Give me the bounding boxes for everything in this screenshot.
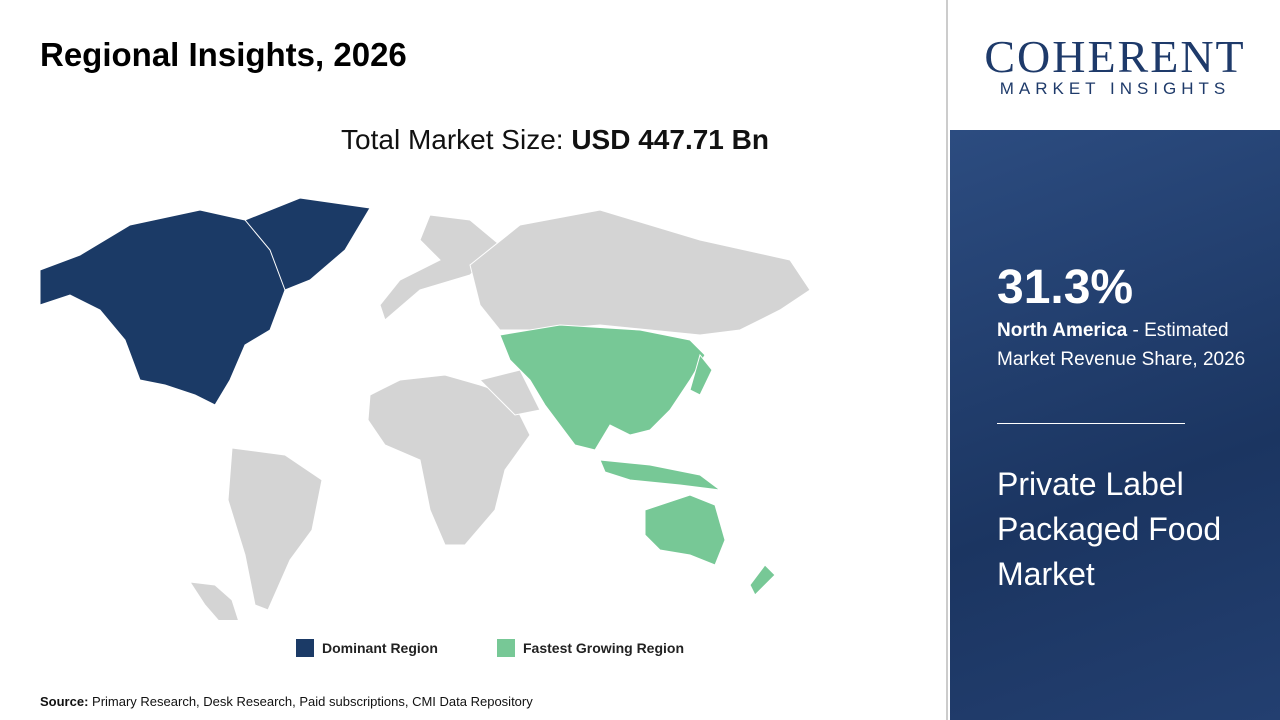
central-america [188, 581, 239, 620]
description: - Estimated Market Revenue Share, 2026 [997, 320, 1246, 370]
legend-label: Fastest Growing Region [523, 640, 685, 656]
australia [644, 494, 726, 566]
source-label: Source: [40, 694, 89, 709]
middle-east [479, 369, 541, 416]
logo-tagline: MARKET INSIGHTS [999, 79, 1231, 98]
legend-swatch [296, 639, 314, 657]
new-zealand [749, 564, 776, 596]
market-size-label: Total Market Size: [341, 124, 564, 155]
southeast-asia-islands [599, 459, 722, 491]
russia [469, 209, 811, 336]
other-regions [188, 209, 811, 620]
highlight-panel: 31.3% North America - Estimated Market R… [950, 130, 1280, 720]
south-america [227, 447, 323, 611]
dominant-region [39, 197, 371, 406]
side-panel: COHERENT MARKET INSIGHTS 31.3% North Ame… [950, 0, 1280, 720]
market-size: Total Market Size: USD 447.71 Bn [0, 124, 1110, 156]
logo-name: COHERENT [984, 31, 1246, 82]
source-text: Primary Research, Desk Research, Paid su… [92, 694, 533, 709]
fastest-growing-region [499, 324, 776, 596]
market-name: Private Label Packaged Food Market [997, 466, 1222, 592]
share-description: North America - Estimated Market Revenue… [997, 316, 1267, 374]
market-size-value: USD 447.71 Bn [571, 124, 769, 155]
map-area: Regional Insights, 2026 Total Market Siz… [39, 0, 948, 720]
north-america [39, 209, 286, 406]
japan [689, 353, 713, 396]
title: Regional Insights, 2026 [40, 36, 407, 73]
europe [379, 214, 501, 321]
source: Source: Primary Research, Desk Research,… [40, 694, 533, 709]
share: 31.3% [997, 261, 1134, 314]
world-map [39, 197, 811, 620]
logo: COHERENT MARKET INSIGHTS [950, 0, 1280, 130]
asia [499, 324, 706, 451]
region: North America [997, 320, 1128, 341]
legend-swatch [497, 639, 515, 657]
africa [367, 374, 531, 546]
legend-item: Fastest Growing Region [497, 639, 684, 657]
divider [997, 423, 1185, 424]
legend-item: Dominant Region [296, 639, 438, 657]
legend-label: Dominant Region [322, 640, 438, 656]
greenland [244, 197, 371, 291]
